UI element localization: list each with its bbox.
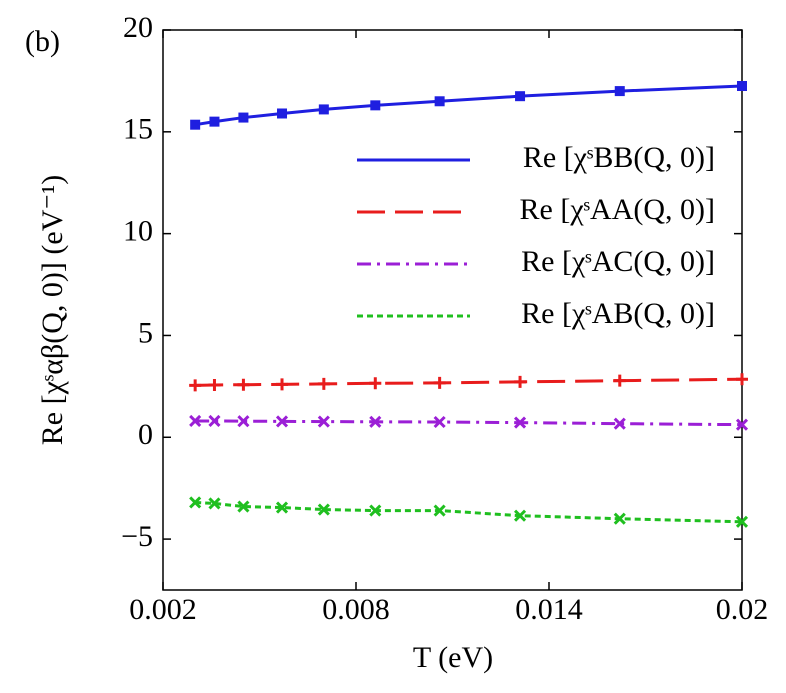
marker [433,504,446,517]
series-line [195,500,743,524]
x-axis-label: T (eV) [413,641,493,674]
plot-frame [162,29,743,591]
marker [515,91,526,102]
marker [737,81,747,91]
marker [189,496,202,509]
marker [369,504,382,517]
marker [735,515,749,528]
marker [370,100,381,111]
marker [208,497,221,510]
y-tick-label: −5 [121,520,153,553]
marker [190,119,201,130]
series-line [194,84,743,127]
marker [189,379,202,392]
y-tick-label: 0 [138,418,153,451]
marker [369,377,382,390]
marker [735,418,749,431]
marker [434,96,445,107]
panel-label: (b) [25,25,60,58]
y-tick-label: 20 [123,11,153,44]
marker [277,108,288,119]
marker [208,414,221,428]
marker [276,378,289,391]
marker [433,415,446,429]
marker [317,377,330,390]
marker [433,376,446,389]
legend-label: Re [χˢAB(Q, 0)] [521,297,715,330]
marker [275,415,289,428]
x-tick-label: 0.008 [322,593,390,626]
x-tick-label: 0.002 [129,593,197,626]
marker [513,509,527,522]
marker [614,86,625,97]
marker [369,415,382,428]
series-line [195,377,743,387]
x-tick-label: 0.014 [515,593,583,626]
y-tick-label: 10 [123,215,153,248]
marker [613,417,626,430]
marker [237,415,250,428]
y-tick-label: 15 [123,113,153,146]
marker [613,374,626,387]
marker [209,116,220,127]
marker [736,373,748,386]
marker [189,414,202,428]
x-tick-label: 0.02 [716,593,769,626]
series-line [195,419,743,427]
marker [208,378,221,391]
marker [513,416,527,429]
y-axis-label: Re [χˢαβ(Q, 0)] (eV⁻¹) [36,175,69,445]
marker [317,415,330,428]
marker [514,375,527,388]
legend-label: Re [χˢBB(Q, 0)] [523,141,715,174]
legend-label: Re [χˢAA(Q, 0)] [520,193,715,226]
marker [275,501,289,514]
y-tick-label: 5 [138,316,153,349]
marker [613,512,626,525]
marker [237,378,250,391]
marker [238,112,249,123]
marker [318,104,329,115]
marker [317,503,330,516]
legend-label: Re [χˢAC(Q, 0)] [521,245,715,278]
marker [237,500,250,513]
